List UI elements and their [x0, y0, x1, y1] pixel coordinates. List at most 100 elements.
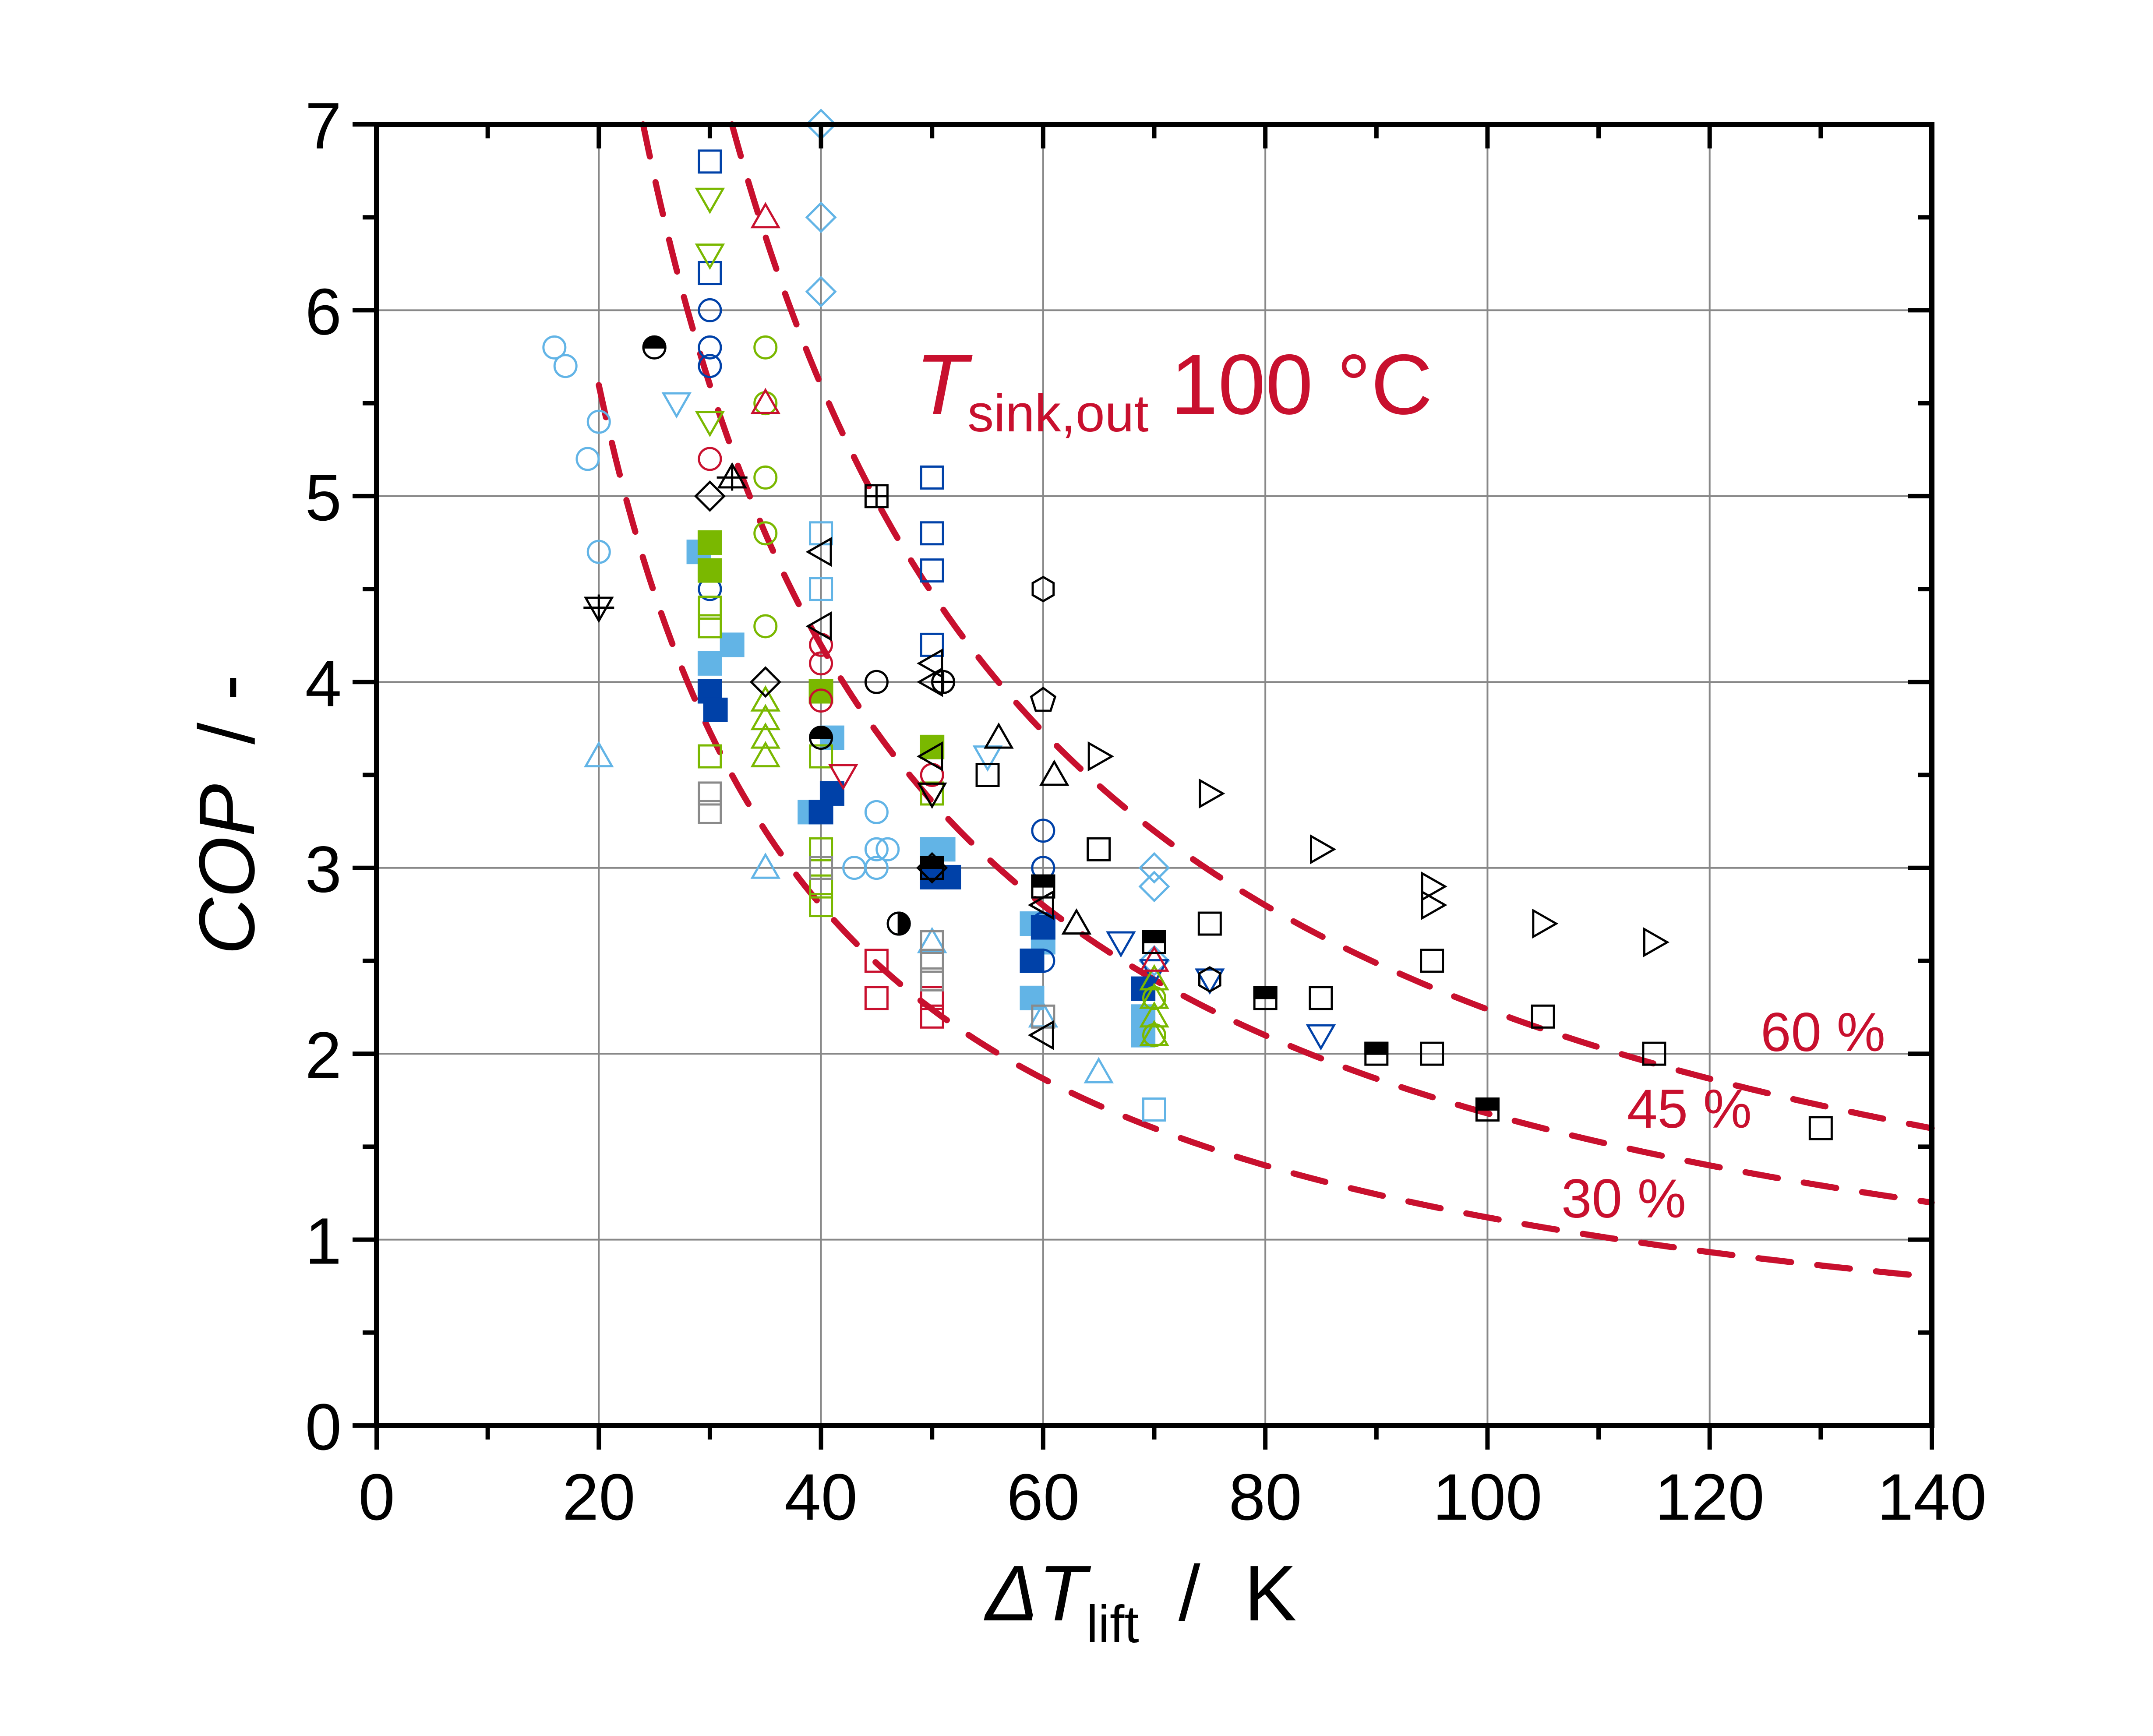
data-point-square [920, 930, 944, 954]
marker-tri-up [1139, 1001, 1169, 1028]
marker-tri-right [1310, 834, 1337, 864]
data-point-tri-down [1106, 931, 1136, 958]
marker-circle [698, 354, 722, 378]
marker-tri-up [1139, 982, 1169, 1009]
data-point-hexagon [1031, 575, 1055, 603]
marker-square [698, 800, 722, 824]
efficiency-curve-45 [640, 121, 1935, 1206]
marker-square-half-top-fill [1475, 1097, 1500, 1111]
data-point-square [809, 744, 833, 769]
data-point-square [1197, 911, 1222, 936]
marker-square [1808, 1116, 1833, 1140]
marker-square [809, 577, 833, 601]
marker-square-filled [697, 651, 722, 676]
y-tick-label: 1 [305, 1204, 342, 1278]
data-point-tri-down [661, 392, 692, 419]
marker-square-filled [920, 734, 945, 759]
data-point-tri-up [750, 685, 781, 712]
marker-tri-up [583, 741, 614, 768]
data-point-square [1142, 1097, 1166, 1122]
data-point-diamond [749, 666, 781, 698]
data-point-tri-right [1199, 778, 1225, 809]
marker-tri-up [750, 722, 781, 749]
marker-tri-right [1421, 890, 1447, 920]
x-axis-title-sub: lift [1087, 1595, 1139, 1654]
marker-square-filled [936, 864, 961, 889]
data-points [542, 108, 1833, 1140]
data-point-square [1087, 837, 1111, 861]
marker-circle-half-top [809, 726, 833, 750]
marker-square-filled [1031, 915, 1055, 940]
marker-tri-up-cross-cross [716, 464, 748, 491]
marker-square-half-top-fill [920, 856, 944, 869]
marker-square [1142, 1097, 1166, 1122]
marker-square [975, 763, 1000, 787]
marker-square-cross-cross [865, 485, 888, 507]
y-tick-label: 6 [305, 275, 342, 348]
marker-tri-up [984, 722, 1014, 749]
data-point-square [975, 763, 1000, 787]
marker-tri-up [1061, 908, 1092, 935]
data-point-circle [698, 335, 722, 360]
data-point-square-filled [697, 651, 722, 676]
data-point-tri-up [750, 704, 781, 730]
data-point-circle [809, 651, 833, 676]
marker-square-filled [808, 679, 833, 704]
data-point-circle [753, 521, 778, 546]
data-point-square [920, 967, 944, 991]
data-point-circle [698, 298, 722, 322]
data-point-square-half-top [1142, 930, 1166, 954]
data-point-square-cross [864, 484, 889, 508]
data-point-square [698, 614, 722, 639]
data-point-tri-up [750, 741, 781, 768]
data-point-circle [753, 614, 778, 639]
annotation-value: 100 °C [1171, 337, 1433, 432]
data-point-circle-half-right [886, 911, 911, 936]
marker-tri-left [917, 741, 943, 772]
marker-tri-up [1139, 1020, 1169, 1046]
y-tick-label: 7 [305, 89, 342, 162]
annotation-sub: sink,out [967, 384, 1149, 443]
data-point-tri-up-cross [716, 462, 748, 491]
data-point-square-filled [920, 734, 945, 759]
marker-tri-down [1106, 931, 1136, 958]
data-point-diamond [1138, 871, 1170, 903]
data-point-tri-down [695, 411, 725, 438]
data-point-tri-right [1643, 927, 1669, 957]
y-tick-label: 4 [305, 646, 342, 720]
marker-tri-down [695, 243, 725, 270]
marker-tri-left [805, 611, 832, 642]
curve-label-60: 60 % [1761, 1002, 1885, 1063]
marker-diamond [694, 480, 726, 512]
data-point-circle [575, 447, 600, 471]
data-point-square-filled [808, 679, 833, 704]
data-point-square [1642, 1041, 1666, 1066]
data-point-square [1808, 1116, 1833, 1140]
data-point-circle [753, 335, 778, 360]
marker-circle [553, 354, 578, 378]
marker-square [920, 967, 944, 991]
data-point-square [698, 744, 722, 769]
data-point-square-filled [1031, 915, 1055, 940]
data-point-square [809, 874, 833, 899]
marker-square [920, 521, 944, 546]
marker-diamond [1138, 852, 1170, 884]
marker-tri-up [750, 741, 781, 768]
data-point-tri-down [1306, 1024, 1336, 1051]
data-point-tri-up [750, 388, 781, 414]
data-point-square-half-top [1253, 986, 1278, 1010]
data-point-square-filled [697, 558, 722, 583]
marker-tri-down [695, 411, 725, 438]
data-point-circle [864, 837, 889, 861]
data-point-tri-right [1310, 834, 1337, 864]
data-point-square [920, 521, 944, 546]
marker-square-half-top-fill [1031, 874, 1055, 888]
data-point-square [920, 465, 944, 490]
marker-square [698, 596, 722, 620]
marker-square-half-top-fill [1253, 986, 1278, 999]
y-tick-label: 5 [305, 461, 342, 534]
marker-square-half-top [1475, 1097, 1500, 1122]
axis-ticks: 0 20 40 60 80 100 120 140 0 1 2 3 4 5 6 7 [305, 89, 1987, 1534]
x-tick-label: 40 [784, 1460, 858, 1534]
